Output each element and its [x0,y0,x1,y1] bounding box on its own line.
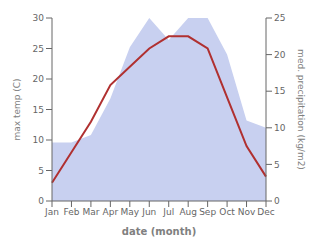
svg-text:20: 20 [274,50,286,60]
svg-text:date (month): date (month) [122,226,196,237]
svg-text:Aug: Aug [179,207,197,217]
svg-text:15: 15 [274,86,285,96]
svg-text:Sep: Sep [199,207,216,217]
svg-text:10: 10 [33,135,45,145]
svg-text:Jan: Jan [44,207,59,217]
svg-text:10: 10 [274,123,286,133]
svg-text:20: 20 [33,74,45,84]
svg-text:max temp (C): max temp (C) [12,78,22,140]
svg-text:0: 0 [38,196,44,206]
svg-text:Mar: Mar [82,207,99,217]
svg-text:May: May [121,207,140,217]
svg-text:0: 0 [274,196,280,206]
svg-text:30: 30 [33,13,45,23]
svg-text:25: 25 [274,13,285,23]
svg-text:Dec: Dec [257,207,274,217]
svg-text:Feb: Feb [63,207,79,217]
svg-text:Jul: Jul [162,207,174,217]
svg-text:5: 5 [274,160,280,170]
svg-text:Apr: Apr [103,207,119,217]
svg-text:med. precipitation (kg/m2): med. precipitation (kg/m2) [296,49,306,170]
svg-text:Oct: Oct [219,207,235,217]
svg-text:15: 15 [33,105,44,115]
svg-text:5: 5 [38,166,44,176]
svg-text:Nov: Nov [238,207,256,217]
svg-text:25: 25 [33,44,44,54]
svg-text:Jun: Jun [141,207,156,217]
